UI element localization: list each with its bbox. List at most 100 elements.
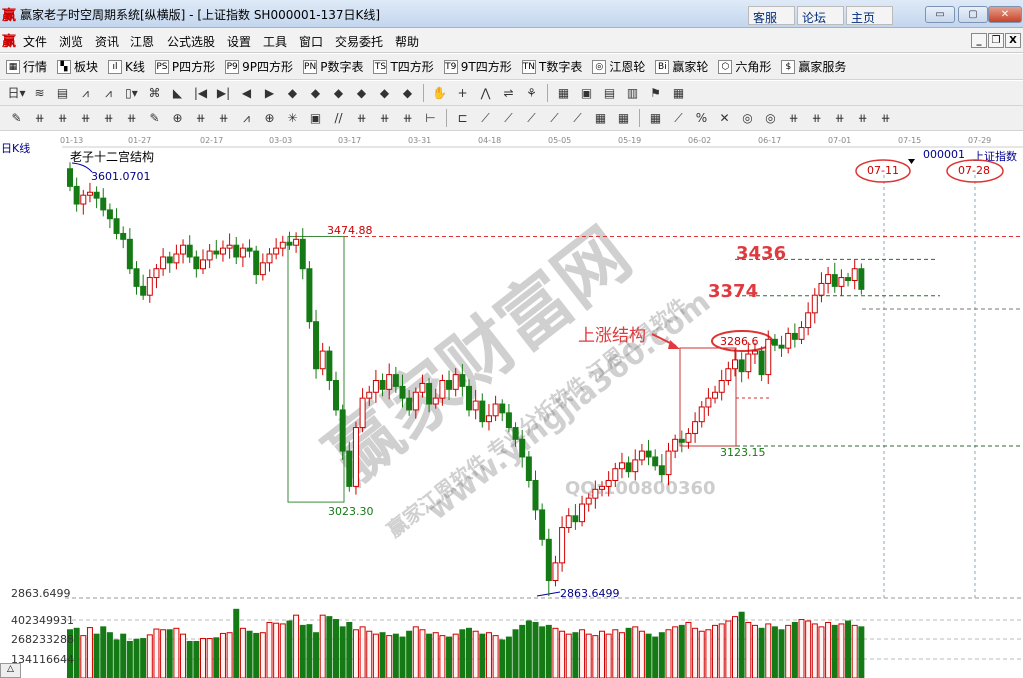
tool-icon[interactable]: ⚑ <box>650 85 661 100</box>
menu-help[interactable]: 帮助 <box>395 35 420 49</box>
tool-icon[interactable]: ⩘ <box>243 110 250 125</box>
tool-icon[interactable]: ⟋ <box>481 110 490 125</box>
tool-icon[interactable]: |◀ <box>193 85 208 100</box>
tool-icon[interactable]: ⧺ <box>788 110 799 125</box>
tool-icon[interactable]: ▤ <box>56 85 69 100</box>
menu-tools[interactable]: 工具 <box>263 35 288 49</box>
menu-news[interactable]: 资讯 <box>95 35 120 49</box>
tool-icon[interactable]: ⧺ <box>402 110 413 125</box>
maximize-button[interactable]: ▢ <box>958 6 988 23</box>
tool-icon[interactable]: ⊢ <box>425 110 436 125</box>
tool-icon[interactable]: ⧺ <box>80 110 91 125</box>
tool-icon[interactable]: ⧺ <box>218 110 229 125</box>
tool-icon[interactable]: ✋ <box>432 85 447 100</box>
menu-gann[interactable]: 江恩 <box>130 35 155 49</box>
tool-icon[interactable]: ✎ <box>11 110 22 125</box>
tool-icon[interactable]: ▤ <box>603 85 616 100</box>
tool-icon[interactable]: ⟋ <box>504 110 513 125</box>
tool-icon[interactable]: ▣ <box>580 85 593 100</box>
tool-icon[interactable]: ◆ <box>287 85 298 100</box>
tool-icon[interactable]: % <box>695 110 708 125</box>
tool-icon[interactable]: ⊕ <box>264 110 275 125</box>
tool-icon[interactable]: ⧺ <box>126 110 137 125</box>
tool-icon[interactable]: ✎ <box>149 110 160 125</box>
toolbar-button-dollar[interactable]: $ 赢家服务 <box>781 58 846 75</box>
tool-icon[interactable]: ◎ <box>765 110 776 125</box>
menu-window[interactable]: 窗口 <box>299 35 324 49</box>
tool-icon[interactable]: ⟋ <box>550 110 559 125</box>
tool-icon[interactable]: ▶ <box>264 85 275 100</box>
expand-panel-button[interactable]: △ <box>0 663 21 678</box>
tool-icon[interactable]: ⩘ <box>105 85 112 100</box>
toolbar-button-blocks[interactable]: ▚ 板块 <box>57 58 98 75</box>
tool-icon[interactable]: ⇌ <box>503 85 514 100</box>
chart-area[interactable] <box>0 132 1023 678</box>
tool-icon[interactable]: ▥ <box>626 85 639 100</box>
toolbar-button-p9[interactable]: P9 9P四方形 <box>225 58 293 75</box>
tool-icon[interactable]: ⟋ <box>527 110 536 125</box>
close-button[interactable]: ✕ <box>988 6 1022 23</box>
toolbar-button-gann-wheel[interactable]: ◎ 江恩轮 <box>592 58 645 75</box>
mdi-minimize-button[interactable]: _ <box>971 33 987 48</box>
toolbar-button-t9[interactable]: T9 9T四方形 <box>443 58 512 75</box>
mdi-restore-button[interactable]: ❐ <box>988 33 1004 48</box>
tool-icon[interactable]: ◆ <box>333 85 344 100</box>
toolbar-button-ps[interactable]: PS P四方形 <box>154 58 215 75</box>
menu-formula[interactable]: 公式选股 <box>167 35 216 49</box>
minimize-button[interactable]: ▭ <box>925 6 955 23</box>
tool-icon[interactable]: ⋀ <box>480 85 491 100</box>
tool-icon[interactable]: ⧺ <box>379 110 390 125</box>
tool-icon[interactable]: ⧺ <box>195 110 206 125</box>
tool-icon[interactable]: ≋ <box>34 85 45 100</box>
toolbar-button-kline[interactable]: ıl K线 <box>108 58 145 75</box>
tool-icon[interactable]: ▦ <box>617 110 630 125</box>
tool-icon[interactable]: ⧺ <box>103 110 114 125</box>
tool-icon[interactable]: ⟋ <box>674 110 683 125</box>
tool-icon[interactable]: ▦ <box>557 85 570 100</box>
tool-icon[interactable]: ◎ <box>742 110 753 125</box>
tool-icon[interactable]: ⧺ <box>811 110 822 125</box>
toolbar-button-pn[interactable]: PN P数字表 <box>303 58 363 75</box>
tool-icon[interactable]: ▶| <box>216 85 231 100</box>
menu-browse[interactable]: 浏览 <box>59 35 84 49</box>
forum-button[interactable]: 论坛 <box>797 6 844 25</box>
tool-icon[interactable]: ✕ <box>719 110 730 125</box>
tool-icon[interactable]: ▯▾ <box>125 85 138 100</box>
tool-icon[interactable]: ◆ <box>310 85 321 100</box>
tool-icon[interactable]: ⌘ <box>148 85 161 100</box>
tool-icon[interactable]: // <box>334 110 343 125</box>
tool-icon[interactable]: 日▾ <box>7 85 26 100</box>
tool-icon[interactable]: + <box>457 85 468 100</box>
tool-icon[interactable]: ◣ <box>172 85 183 100</box>
tool-icon[interactable]: ◆ <box>379 85 390 100</box>
tool-icon[interactable]: ⩘ <box>82 85 89 100</box>
tool-icon[interactable]: ⧺ <box>34 110 45 125</box>
customer-service-button[interactable]: 客服 <box>748 6 795 25</box>
tool-icon[interactable]: ▦ <box>594 110 607 125</box>
tool-icon[interactable]: ⧺ <box>880 110 891 125</box>
toolbar-button-big-wheel[interactable]: Bi 赢家轮 <box>655 58 708 75</box>
tool-icon[interactable]: ⧺ <box>834 110 845 125</box>
tool-icon[interactable]: ◀ <box>241 85 252 100</box>
tool-icon[interactable]: ▦ <box>672 85 685 100</box>
tool-icon[interactable]: ⧺ <box>857 110 868 125</box>
toolbar-button-ts[interactable]: TS T四方形 <box>373 58 434 75</box>
tool-icon[interactable]: ◆ <box>356 85 367 100</box>
tool-icon[interactable]: ⧺ <box>57 110 68 125</box>
toolbar-button-hexagon[interactable]: ⬡ 六角形 <box>718 58 771 75</box>
tool-icon[interactable]: ⟋ <box>573 110 582 125</box>
tool-icon[interactable]: ◆ <box>402 85 413 100</box>
tool-icon[interactable]: ✳ <box>287 110 298 125</box>
homepage-button[interactable]: 主页 <box>846 6 893 25</box>
tool-icon[interactable]: ▦ <box>649 110 662 125</box>
tool-icon[interactable]: ⚘ <box>526 85 537 100</box>
menu-trade[interactable]: 交易委托 <box>335 35 384 49</box>
toolbar-button-table[interactable]: ▦ 行情 <box>6 58 47 75</box>
menu-file[interactable]: 文件 <box>23 35 48 49</box>
menu-settings[interactable]: 设置 <box>227 35 252 49</box>
toolbar-button-tn[interactable]: TN T数字表 <box>521 58 582 75</box>
tool-icon[interactable]: ⧺ <box>356 110 367 125</box>
tool-icon[interactable]: ⊏ <box>457 110 468 125</box>
tool-icon[interactable]: ▣ <box>309 110 322 125</box>
mdi-close-button[interactable]: X <box>1005 33 1021 48</box>
